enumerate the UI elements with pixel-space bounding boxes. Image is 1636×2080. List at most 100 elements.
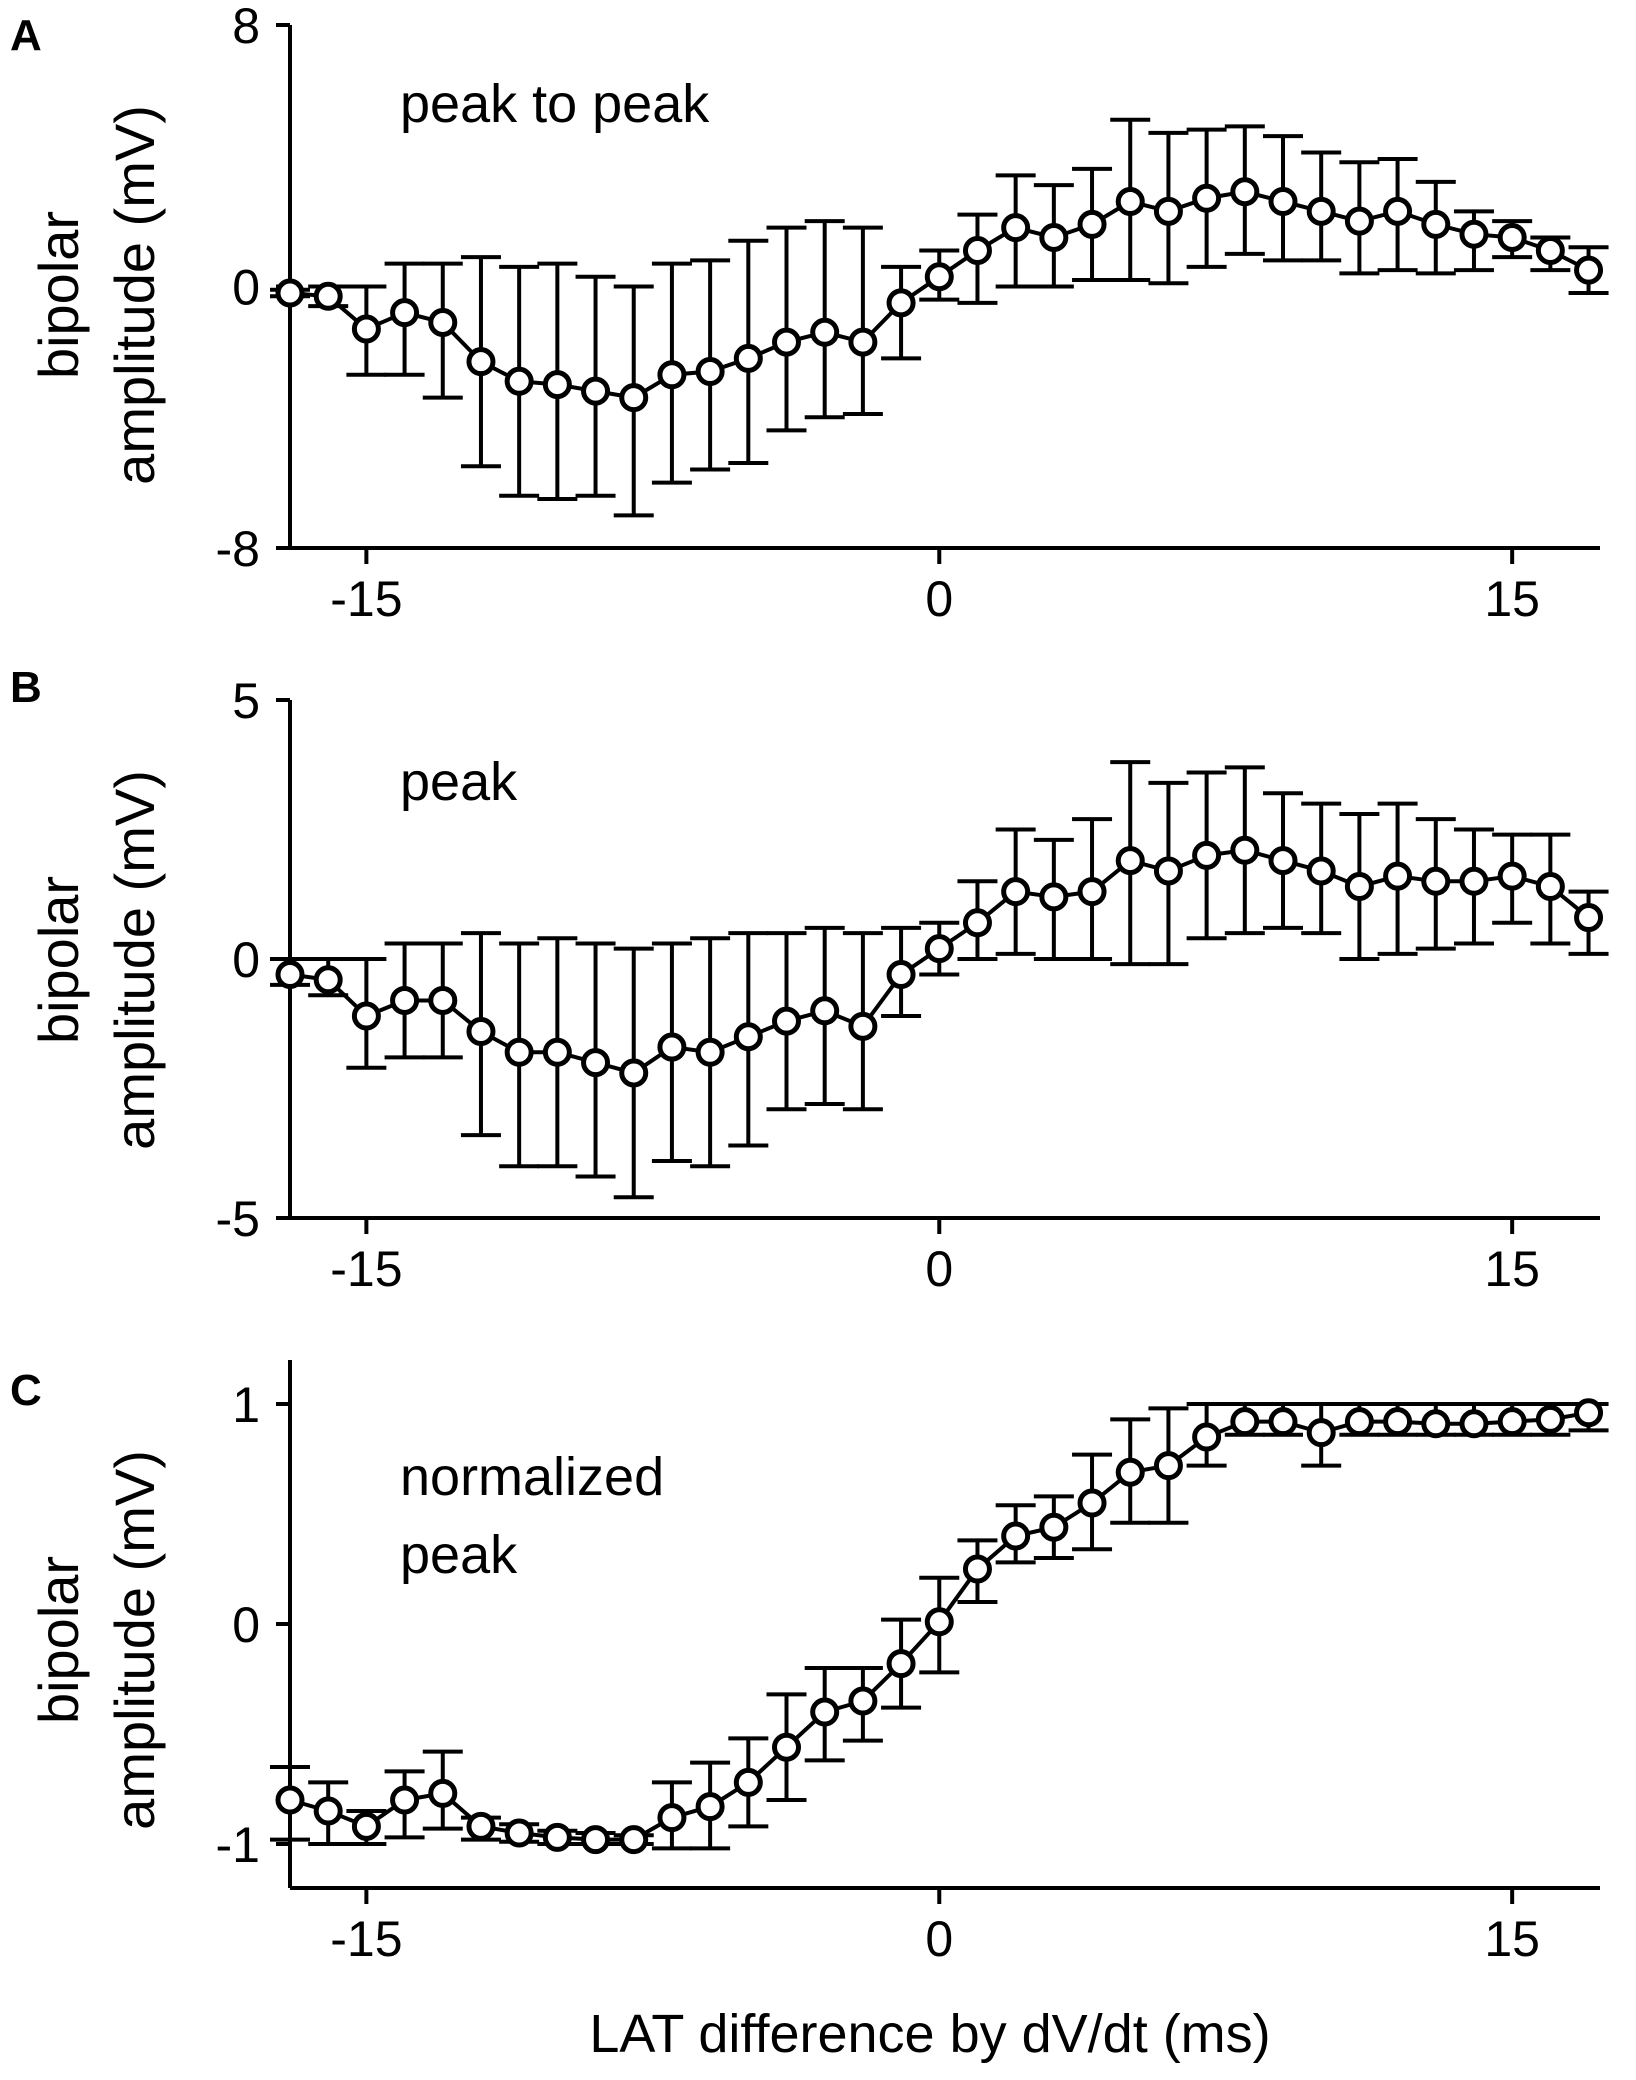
data-point — [1383, 1407, 1413, 1437]
data-point — [962, 1554, 992, 1584]
data-point — [695, 1037, 725, 1067]
data-point — [1039, 1512, 1069, 1542]
data-point — [542, 1037, 572, 1067]
data-point — [313, 965, 343, 995]
data-point — [1115, 1457, 1145, 1487]
data-point — [1306, 856, 1336, 886]
data-point — [772, 1006, 802, 1036]
data-point — [581, 376, 611, 406]
data-point — [1115, 846, 1145, 876]
panel-a: A peak to peak bipolar amplitude (mV) -8… — [10, 0, 1609, 627]
x-axis-label: LAT difference by dV/dt (ms) — [589, 2004, 1270, 2064]
x-tick-label: 0 — [925, 1911, 953, 1967]
panel-c: C normalized peak bipolar amplitude (mV)… — [10, 1360, 1609, 1967]
y-tick-label: 0 — [232, 260, 260, 316]
data-point — [1039, 222, 1069, 252]
data-point — [657, 1803, 687, 1833]
data-point — [1306, 1418, 1336, 1448]
data-point — [1306, 196, 1336, 226]
data-point — [924, 262, 954, 292]
y-tick-label: -5 — [216, 1191, 260, 1247]
data-point — [810, 996, 840, 1026]
data-point — [542, 1822, 572, 1852]
x-tick-label: 15 — [1484, 571, 1540, 627]
annotation-line-2: peak — [400, 1525, 518, 1585]
y-axis-label-line-2: amplitude (mV) — [103, 105, 166, 485]
data-point — [924, 1607, 954, 1637]
data-point — [848, 1686, 878, 1716]
data-point — [1383, 861, 1413, 891]
data-point — [390, 1785, 420, 1815]
data-point — [1115, 187, 1145, 217]
data-point — [772, 1732, 802, 1762]
x-tick-label: 0 — [925, 1241, 953, 1297]
data-point — [466, 347, 496, 377]
x-tick-label: -15 — [330, 1911, 402, 1967]
data-point — [733, 1767, 763, 1797]
error-bar — [842, 225, 883, 416]
y-tick-label: 0 — [232, 932, 260, 988]
data-point — [1344, 1407, 1374, 1437]
data-point — [1077, 877, 1107, 907]
data-point — [619, 1825, 649, 1855]
data-point — [1230, 1407, 1260, 1437]
data-point — [581, 1048, 611, 1078]
y-tick-label: -8 — [216, 521, 260, 577]
data-point — [1268, 187, 1298, 217]
data-point — [772, 327, 802, 357]
y-tick-label: 0 — [232, 1597, 260, 1653]
x-tick-label: -15 — [330, 1241, 402, 1297]
data-point — [962, 908, 992, 938]
data-point — [848, 1011, 878, 1041]
data-point — [1383, 196, 1413, 226]
data-point — [1344, 206, 1374, 236]
data-point — [848, 327, 878, 357]
data-point — [428, 1778, 458, 1808]
data-point — [1497, 222, 1527, 252]
y-axis-label-line-2: amplitude (mV) — [103, 770, 166, 1150]
data-point — [1344, 871, 1374, 901]
data-point — [351, 1811, 381, 1841]
data-point — [886, 960, 916, 990]
y-axis-label-line-2: amplitude (mV) — [103, 1450, 166, 1830]
data-point — [466, 1017, 496, 1047]
data-point — [1459, 866, 1489, 896]
annotation-line: peak — [400, 752, 518, 812]
data-point — [1535, 1404, 1565, 1434]
data-point — [810, 317, 840, 347]
data-point — [657, 1032, 687, 1062]
data-point — [275, 278, 305, 308]
data-point — [275, 960, 305, 990]
data-point — [1077, 1488, 1107, 1518]
data-point — [504, 366, 534, 396]
data-point — [428, 307, 458, 337]
data-point — [1077, 209, 1107, 239]
data-point — [542, 370, 572, 400]
y-axis-label-line-1: bipolar — [27, 876, 90, 1044]
data-point — [1497, 861, 1527, 891]
data-point — [1153, 856, 1183, 886]
data-point — [1153, 1451, 1183, 1481]
data-point — [390, 985, 420, 1015]
y-axis-label-line-1: bipolar — [27, 1556, 90, 1724]
data-point — [351, 314, 381, 344]
data-point — [275, 1785, 305, 1815]
data-point — [1268, 846, 1298, 876]
data-point — [619, 383, 649, 413]
panel-label: B — [10, 663, 42, 712]
data-point — [810, 1697, 840, 1727]
data-point — [695, 356, 725, 386]
data-point — [1497, 1407, 1527, 1437]
data-point — [390, 298, 420, 328]
data-point — [1230, 177, 1260, 207]
x-tick-label: 15 — [1484, 1911, 1540, 1967]
data-point — [313, 281, 343, 311]
data-point — [1192, 1422, 1222, 1452]
data-point — [1039, 882, 1069, 912]
data-point — [1230, 835, 1260, 865]
data-point — [1574, 1398, 1604, 1428]
y-tick-label: -1 — [216, 1817, 260, 1873]
data-point — [1421, 209, 1451, 239]
data-point — [733, 343, 763, 373]
data-point — [581, 1825, 611, 1855]
